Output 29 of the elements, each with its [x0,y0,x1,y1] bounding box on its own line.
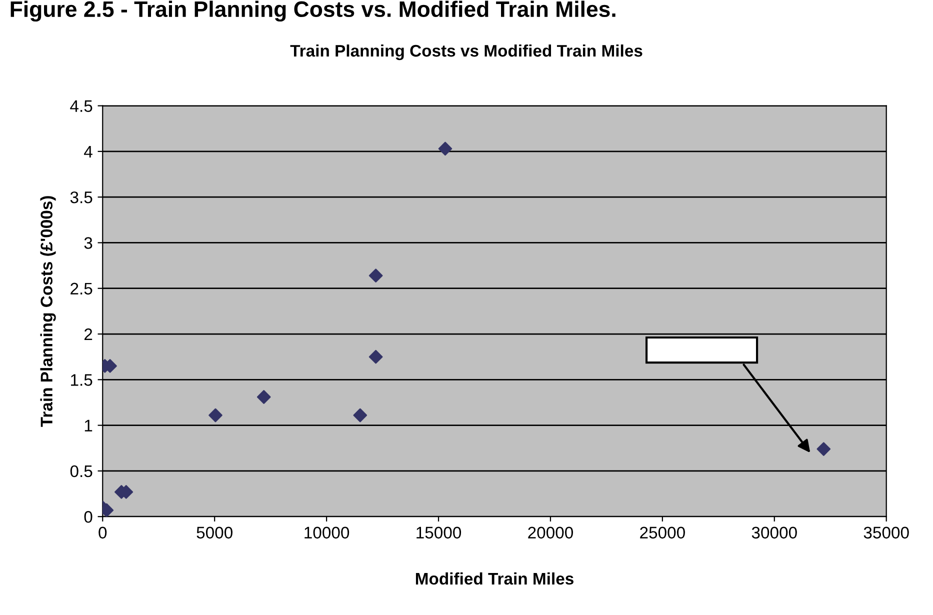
y-tick-label: 3.5 [70,191,92,204]
point [816,442,831,456]
y-tick-label: 3 [84,237,92,249]
x-tick-label: 15000 [416,526,462,539]
point [368,350,383,364]
y-tick-label: 0 [84,511,92,523]
chart-title: Figure 2.5 - Train Planning Costs vs. Modified Train Miles. [10,0,616,22]
point [438,142,452,156]
y-tick-label: 4.5 [70,100,92,112]
x-tick-label: 20000 [528,526,573,539]
x-tick-label: 5000 [196,526,232,539]
point [368,268,383,282]
x-tick-label: 30000 [752,526,797,539]
x-tick-label: 25000 [640,526,685,539]
x-tick-label: 0 [98,526,107,539]
y-tick-label: 1 [84,420,92,432]
y-tick-label: 2.5 [70,282,92,295]
chart-subtitle: Train Planning Costs vs Modified Train Miles [290,44,642,60]
point [353,408,368,422]
point [256,390,271,404]
y-tick-label: 2 [84,328,92,340]
x-axis-title: Modified Train Miles [416,572,574,585]
y-tick-label: 0.5 [70,465,92,478]
y-tick-label: 1.5 [71,374,92,386]
point [208,408,222,422]
x-tick-label: 35000 [864,526,909,539]
y-axis-title: Train Planning Costs (£'000s) [40,196,56,427]
y-tick-label: 4 [84,146,92,158]
x-tick-label: 10000 [304,526,350,539]
